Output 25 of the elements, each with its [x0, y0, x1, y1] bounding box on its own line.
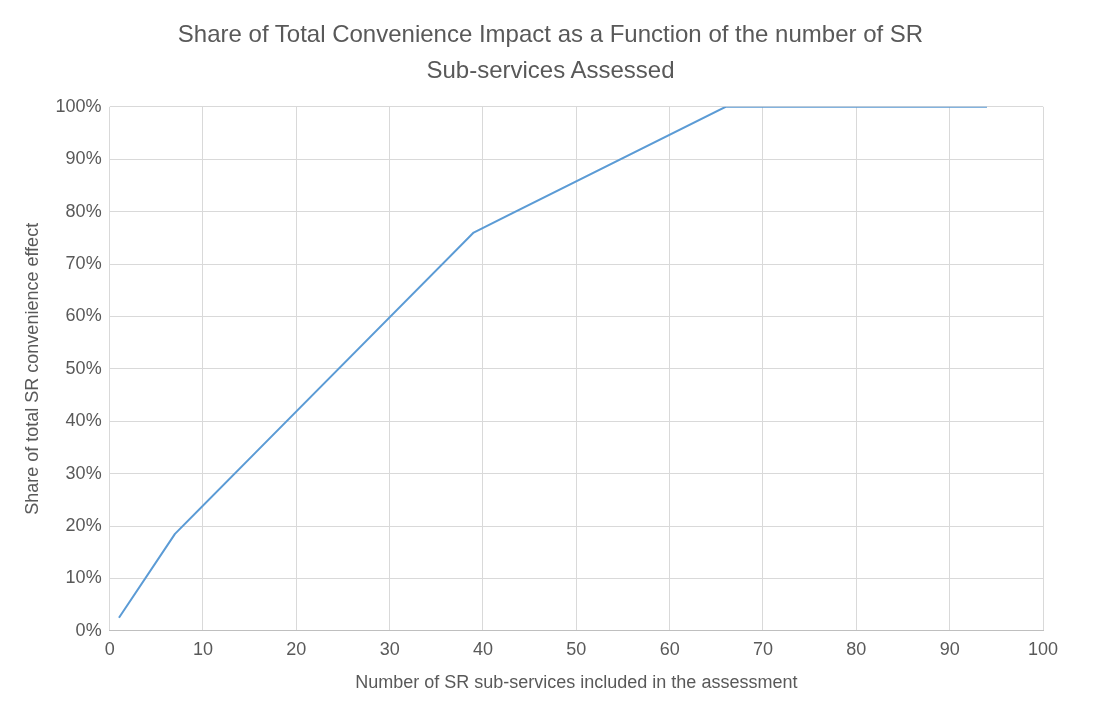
x-tick-label: 60	[659, 638, 680, 659]
y-axis-title: Share of total SR convenience effect	[21, 222, 42, 515]
x-tick-label: 20	[286, 638, 307, 659]
y-tick-label: 40%	[65, 410, 102, 431]
y-tick-label: 60%	[65, 305, 102, 326]
x-tick-label: 100	[1027, 638, 1059, 659]
y-tick-label: 20%	[65, 514, 102, 535]
y-tick-label: 10%	[65, 567, 102, 588]
x-tick-label: 30	[379, 638, 400, 659]
y-tick-label: 50%	[65, 357, 102, 378]
chart-title: Share of Total Convenience Impact as a Function of the number of SR Sub-services Assessed	[176, 19, 925, 85]
x-tick-label: 50	[566, 638, 587, 659]
y-tick-label: 80%	[65, 200, 102, 221]
y-tick-label: 70%	[65, 252, 102, 273]
y-tick-label: 100%	[55, 95, 102, 116]
y-tick-label: 30%	[65, 462, 102, 483]
x-axis-title: Number of SR sub-services included in the assessment	[355, 672, 798, 693]
x-tick-label: 70	[752, 638, 774, 659]
y-tick-label: 0%	[75, 619, 102, 640]
x-tick-label: 80	[846, 638, 867, 659]
x-tick-label: 0	[104, 638, 115, 659]
x-tick-label: 40	[472, 638, 493, 659]
x-tick-label: 90	[939, 638, 960, 659]
x-tick-label: 10	[192, 638, 213, 659]
y-tick-label: 90%	[65, 148, 102, 169]
